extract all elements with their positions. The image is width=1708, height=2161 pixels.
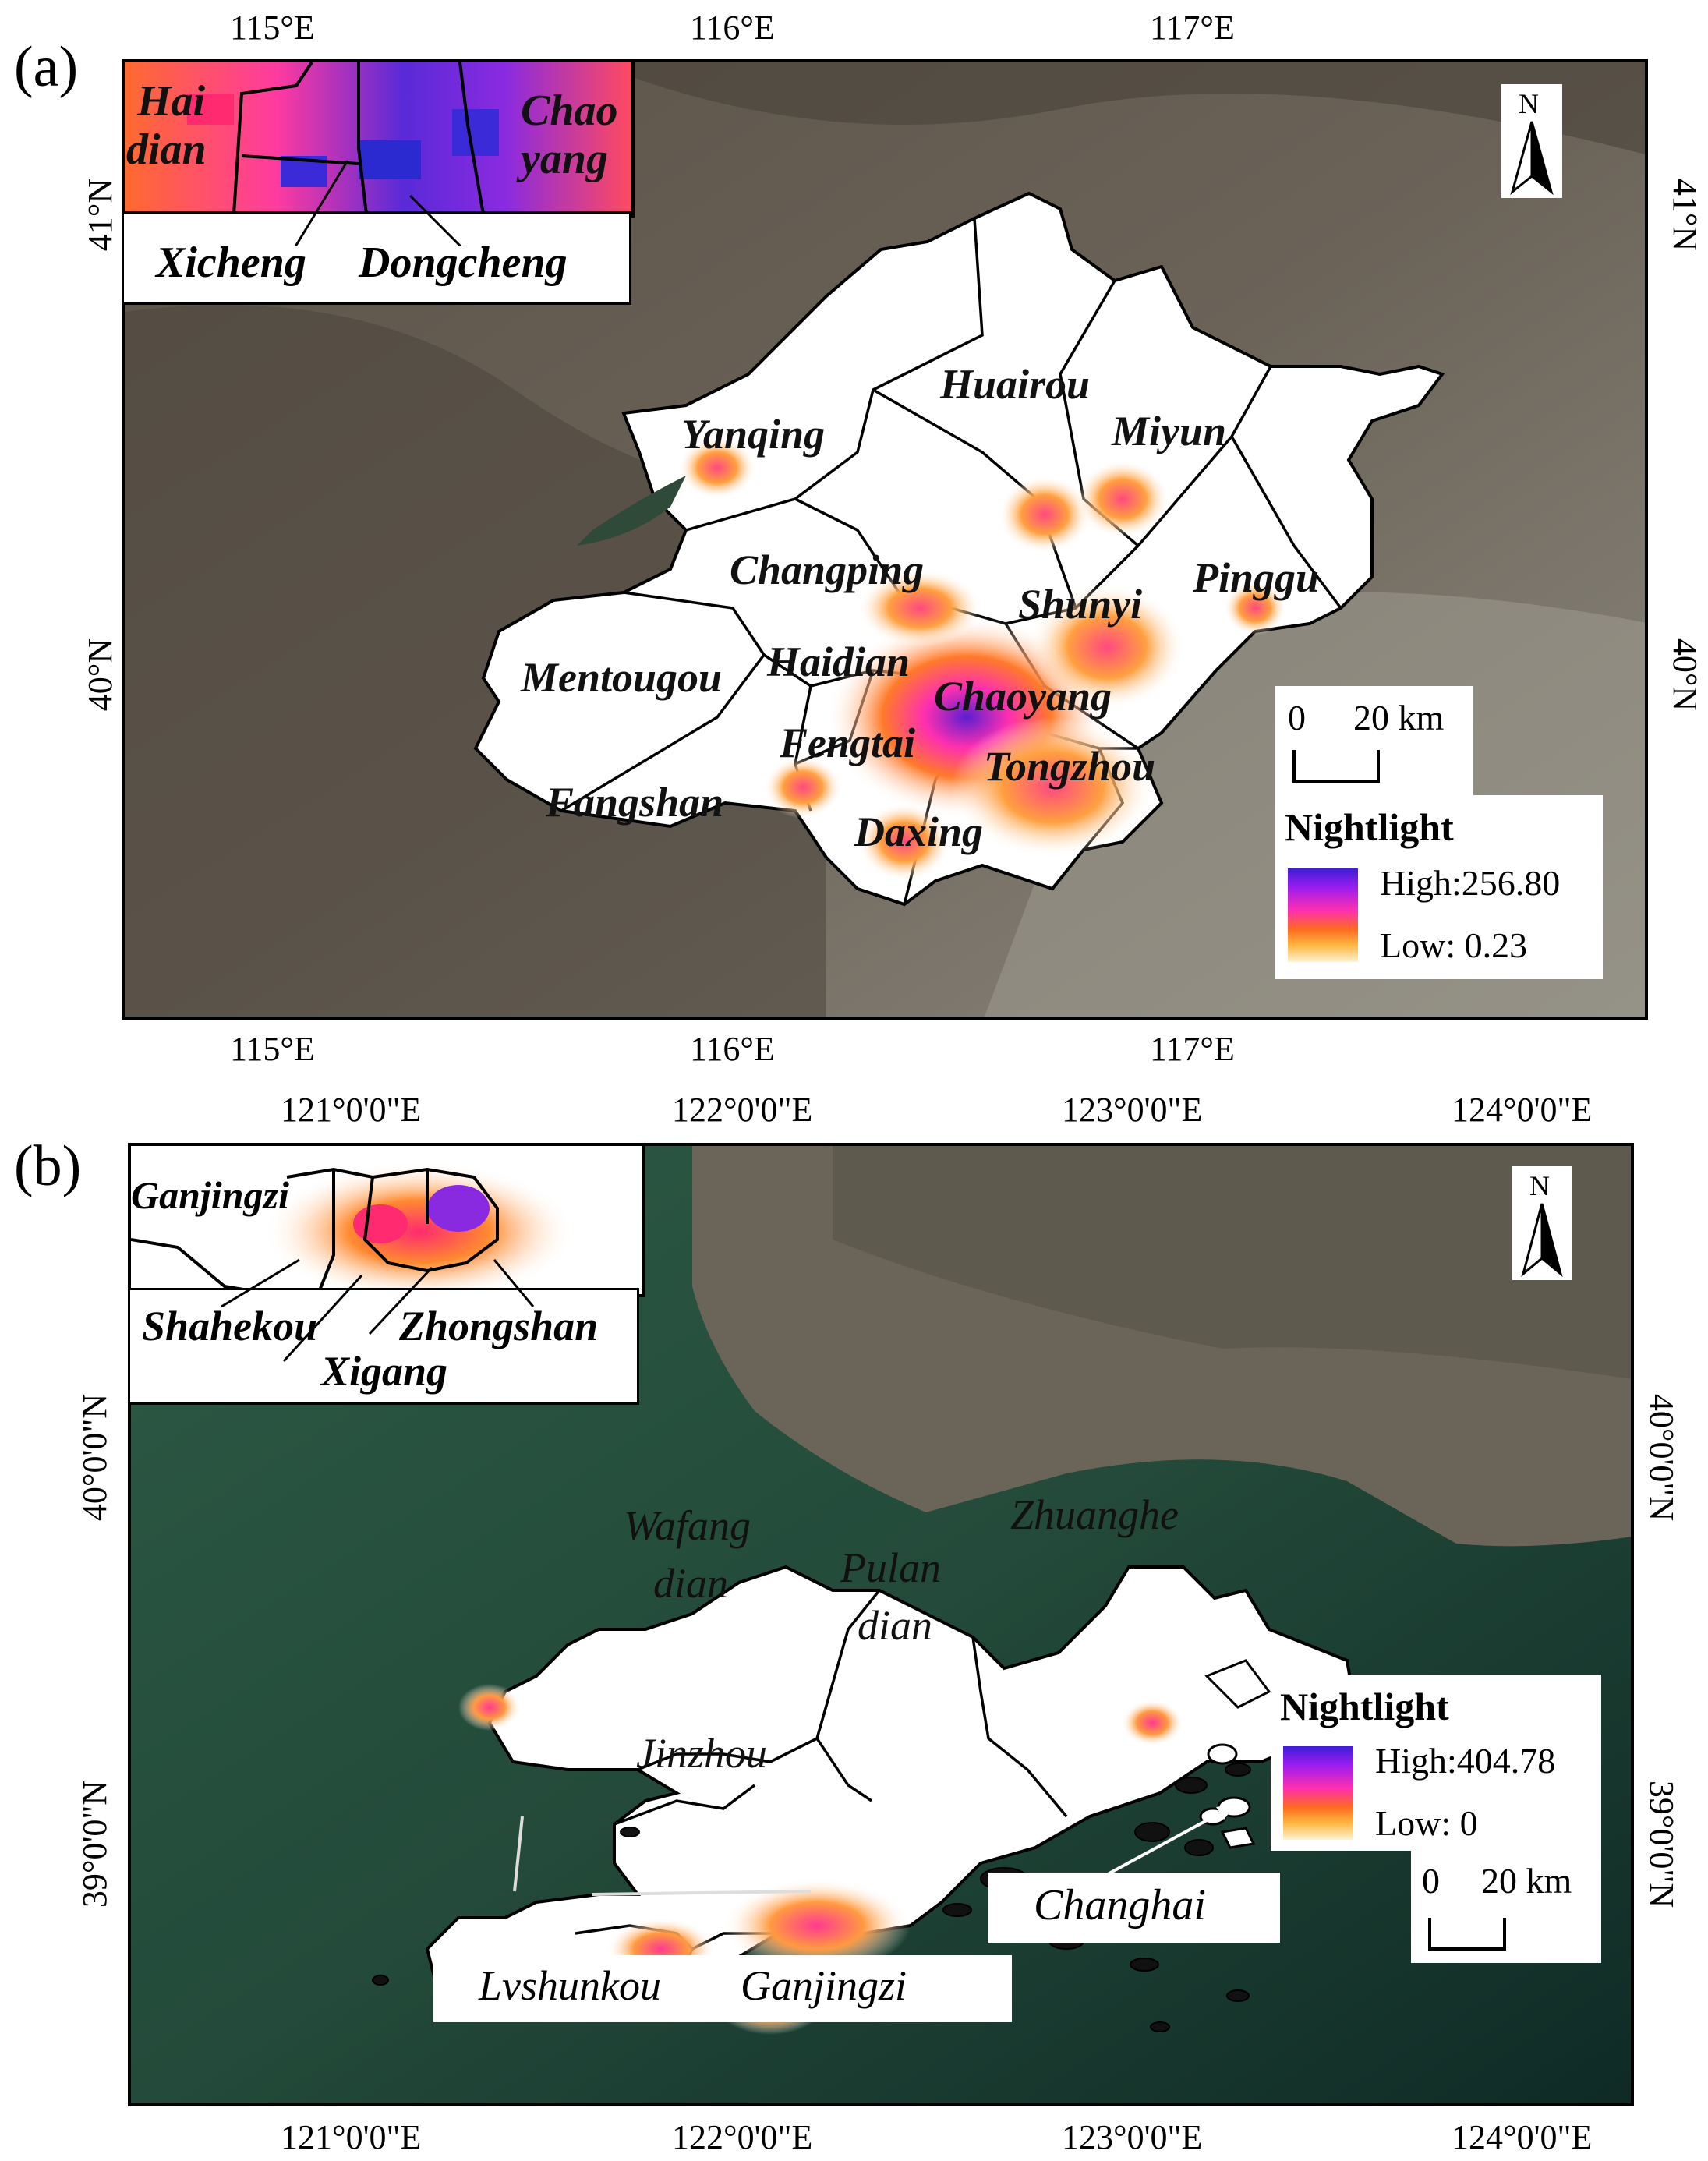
panel-b-inset-map — [131, 1162, 575, 1294]
panel-a-north-arrow: N — [1501, 84, 1562, 198]
panel-b-label: (b) — [14, 1134, 82, 1198]
panel-b-bottom-tick-4: 124°0'0"E — [1452, 2118, 1593, 2156]
panel-a-inset-leaders — [294, 160, 463, 246]
north-arrow-icon — [1510, 121, 1554, 196]
district-miyun: Miyun — [1112, 408, 1227, 454]
scale-bar-icon — [1428, 1918, 1506, 1951]
panel-a-legend-high: High:256.80 — [1380, 863, 1561, 903]
panel-a-inset-label-chao: Chao — [521, 87, 618, 135]
panel-b-legend-title: Nightlight — [1280, 1685, 1449, 1728]
panel-b-top-tick-2: 122°0'0"E — [672, 1091, 813, 1129]
scale-bar-icon — [1292, 750, 1380, 783]
district-tongzhou: Tongzhou — [984, 743, 1156, 790]
panel-a-top-tick-3: 117°E — [1150, 9, 1235, 47]
panel-b-callout-shahekou: Shahekou — [142, 1303, 318, 1349]
panel-b-changhai-box: Changhai — [988, 1873, 1280, 1943]
district-wafang: Wafang — [624, 1502, 751, 1549]
panel-b-callout-zhongshan: Zhongshan — [399, 1303, 599, 1349]
panel-a-legend-title: Nightlight — [1285, 805, 1454, 849]
panel-b-bottom-tick-1: 121°0'0"E — [281, 2118, 422, 2156]
panel-b-inset-label-ganjingzi: Ganjingzi — [131, 1173, 289, 1217]
panel-b-bottom-tick-3: 123°0'0"E — [1062, 2118, 1203, 2156]
district-pulan-dian: dian — [858, 1602, 933, 1649]
panel-b-scale-distance: 20 km — [1481, 1861, 1572, 1901]
panel-a-scale-bar: 0 20 km — [1275, 686, 1473, 795]
district-yanqing: Yanqing — [681, 411, 826, 458]
north-arrow-icon — [1521, 1203, 1563, 1278]
district-fangshan: Fangshan — [546, 779, 724, 826]
panel-b-top-tick-3: 123°0'0"E — [1062, 1091, 1203, 1129]
panel-b-map — [128, 1143, 1634, 2106]
district-mentougou: Mentougou — [521, 654, 723, 701]
callout-changhai: Changhai — [1034, 1881, 1206, 1929]
callout-lvshunkou: Lvshunkou — [479, 1962, 661, 2009]
panel-a-bottom-tick-2: 116°E — [690, 1030, 775, 1068]
panel-b-terrain — [131, 1146, 1631, 2103]
district-wafang-dian: dian — [653, 1560, 729, 1607]
panel-b-scale-bar: 0 20 km — [1411, 1851, 1601, 1963]
panel-a-top-tick-1: 115°E — [230, 9, 315, 47]
panel-b-legend-ramp — [1283, 1746, 1353, 1840]
panel-b-inset-callout-box — [128, 1288, 639, 1405]
district-chaoyang: Chaoyang — [934, 673, 1112, 720]
panel-a-inset — [125, 62, 635, 218]
panel-b-legend-low: Low: 0 — [1375, 1803, 1478, 1843]
panel-a-label: (a) — [14, 35, 79, 99]
district-zhuanghe: Zhuanghe — [1010, 1491, 1179, 1538]
district-shunyi: Shunyi — [1018, 581, 1143, 628]
panel-a-inset-callout-box — [122, 211, 631, 305]
panel-b-scale-zero: 0 — [1422, 1861, 1440, 1901]
panel-a-inset-label-yang: yang — [521, 135, 608, 183]
panel-b-legend: Nightlight High:404.78 Low: 0 — [1271, 1675, 1601, 1851]
panel-a-scale-zero: 0 — [1288, 698, 1306, 737]
panel-a-callout-dongcheng: Dongcheng — [359, 239, 568, 287]
panel-a-bottom-tick-1: 115°E — [230, 1030, 315, 1068]
panel-a-north-label: N — [1519, 88, 1539, 119]
panel-b-north-label: N — [1529, 1170, 1550, 1201]
panel-a-inset-map — [125, 62, 631, 214]
panel-b-top-tick-1: 121°0'0"E — [281, 1091, 422, 1129]
district-jinzhou: Jinzhou — [636, 1730, 767, 1777]
panel-b-bottom-callout-box: Lvshunkou Ganjingzi — [433, 1955, 1012, 2022]
panel-b-north-arrow: N — [1512, 1166, 1572, 1280]
district-huairou: Huairou — [940, 361, 1091, 408]
panel-b-top-tick-4: 124°0'0"E — [1452, 1091, 1593, 1129]
panel-a-callout-xicheng: Xicheng — [156, 239, 306, 287]
callout-ganjingzi: Ganjingzi — [741, 1962, 907, 2009]
panel-b-legend-high: High:404.78 — [1375, 1741, 1556, 1781]
district-changping: Changping — [730, 546, 925, 593]
district-pulan: Pulan — [840, 1544, 941, 1591]
district-fengtai: Fengtai — [780, 720, 916, 766]
panel-a-legend-ramp — [1288, 868, 1358, 962]
panel-a-legend-low: Low: 0.23 — [1380, 925, 1528, 965]
panel-b-callout-xigang: Xigang — [321, 1348, 448, 1395]
panel-a-legend: Nightlight High:256.80 Low: 0.23 — [1275, 795, 1603, 979]
panel-a-inset-label-dian: dian — [126, 126, 207, 174]
panel-b-inset-leaders — [221, 1258, 535, 1363]
panel-a-bottom-tick-3: 117°E — [1150, 1030, 1235, 1068]
panel-b-bottom-tick-2: 122°0'0"E — [672, 2118, 813, 2156]
district-haidian: Haidian — [767, 638, 911, 685]
district-daxing: Daxing — [854, 808, 984, 855]
panel-a-inset-label-hai: Hai — [137, 77, 206, 126]
panel-a-top-tick-2: 116°E — [690, 9, 775, 47]
district-pinggu: Pinggu — [1193, 554, 1320, 601]
panel-a-scale-distance: 20 km — [1353, 698, 1445, 737]
